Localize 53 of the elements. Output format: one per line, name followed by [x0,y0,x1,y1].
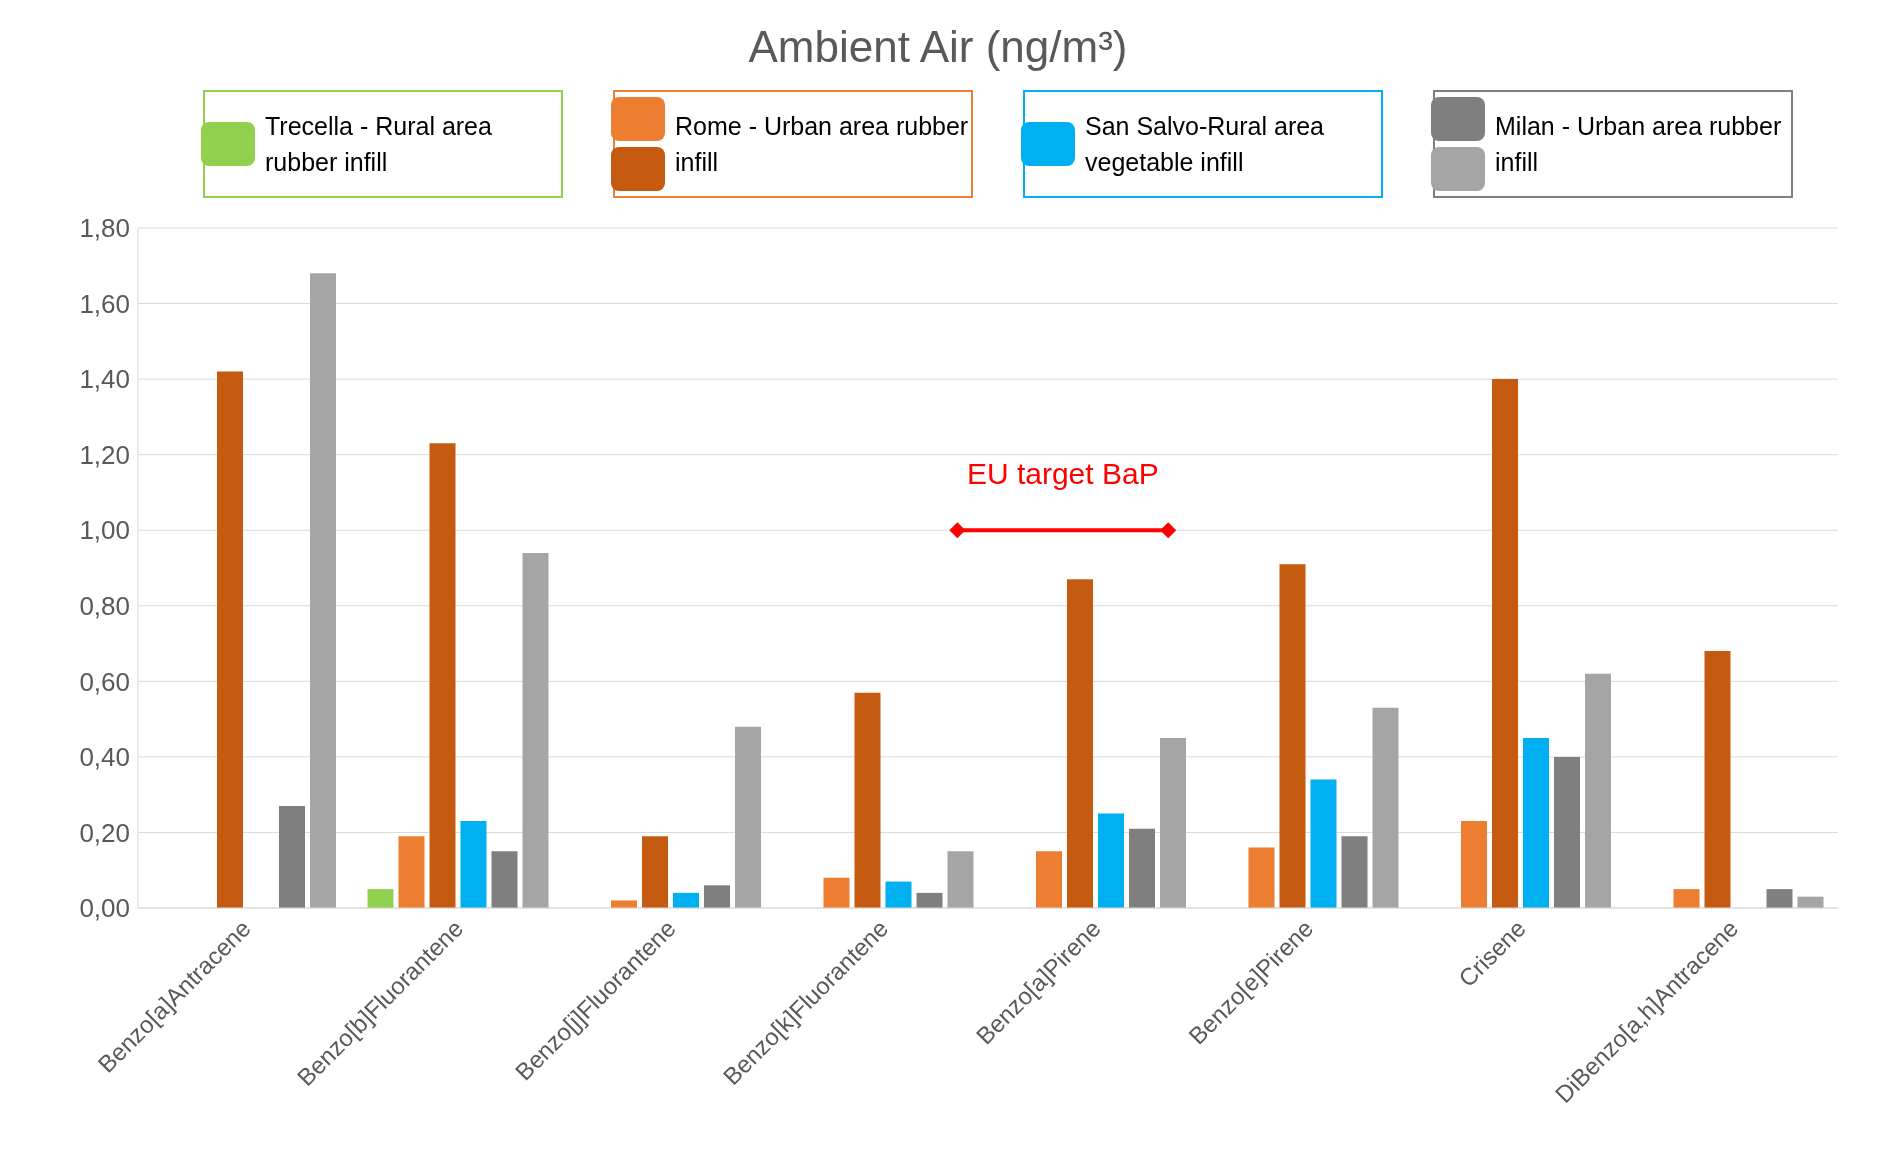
bar [1160,738,1186,908]
bar [1129,828,1155,908]
bar [522,552,549,908]
bar [704,885,730,908]
y-tick-label: 1,00 [79,515,130,546]
bar [673,892,699,908]
legend-label: Rome - Urban area rubber infill [675,111,970,178]
bar [1279,564,1306,908]
y-tick-label: 0,40 [79,742,130,773]
bar [310,273,336,908]
bar [491,851,518,908]
y-tick-label: 0,00 [79,893,130,924]
ref-line-label: EU target BaP [966,457,1159,491]
y-tick-label: 0,60 [79,666,130,697]
bar [854,692,881,908]
y-tick-label: 1,60 [79,288,130,319]
bar [823,877,850,908]
legend-label: Milan - Urban area rubber infill [1495,111,1783,178]
bar [460,821,487,908]
bar [735,726,761,908]
bar [1523,738,1549,908]
bar [1372,707,1399,908]
bar [1067,579,1093,908]
bar [217,371,243,908]
bar [1341,836,1368,908]
y-tick-label: 1,40 [79,364,130,395]
bar [1461,821,1487,908]
y-tick-label: 0,20 [79,817,130,848]
bar [642,836,668,908]
bar [1492,379,1518,908]
bar [1554,756,1580,908]
bar [1673,889,1700,908]
bar [916,892,943,908]
bar [1766,889,1793,908]
bar [1704,651,1731,908]
bar [279,806,305,908]
legend-label: Trecella - Rural area rubber infill [265,111,493,178]
y-tick-label: 1,20 [79,439,130,470]
chart-title: Ambient Air (ng/m³) [747,21,1129,73]
bar [367,889,394,908]
bar [1248,847,1275,908]
bar [1098,813,1124,908]
bar [885,881,912,908]
bar [611,900,637,908]
y-tick-label: 1,80 [79,213,130,244]
legend-label: San Salvo-Rural area vegetable infill [1085,111,1325,178]
bar [1036,851,1062,908]
bar [429,443,456,908]
bar [1585,673,1611,908]
y-tick-label: 0,80 [79,591,130,622]
bar [1310,779,1337,908]
bar [398,836,425,908]
bar [947,851,974,908]
